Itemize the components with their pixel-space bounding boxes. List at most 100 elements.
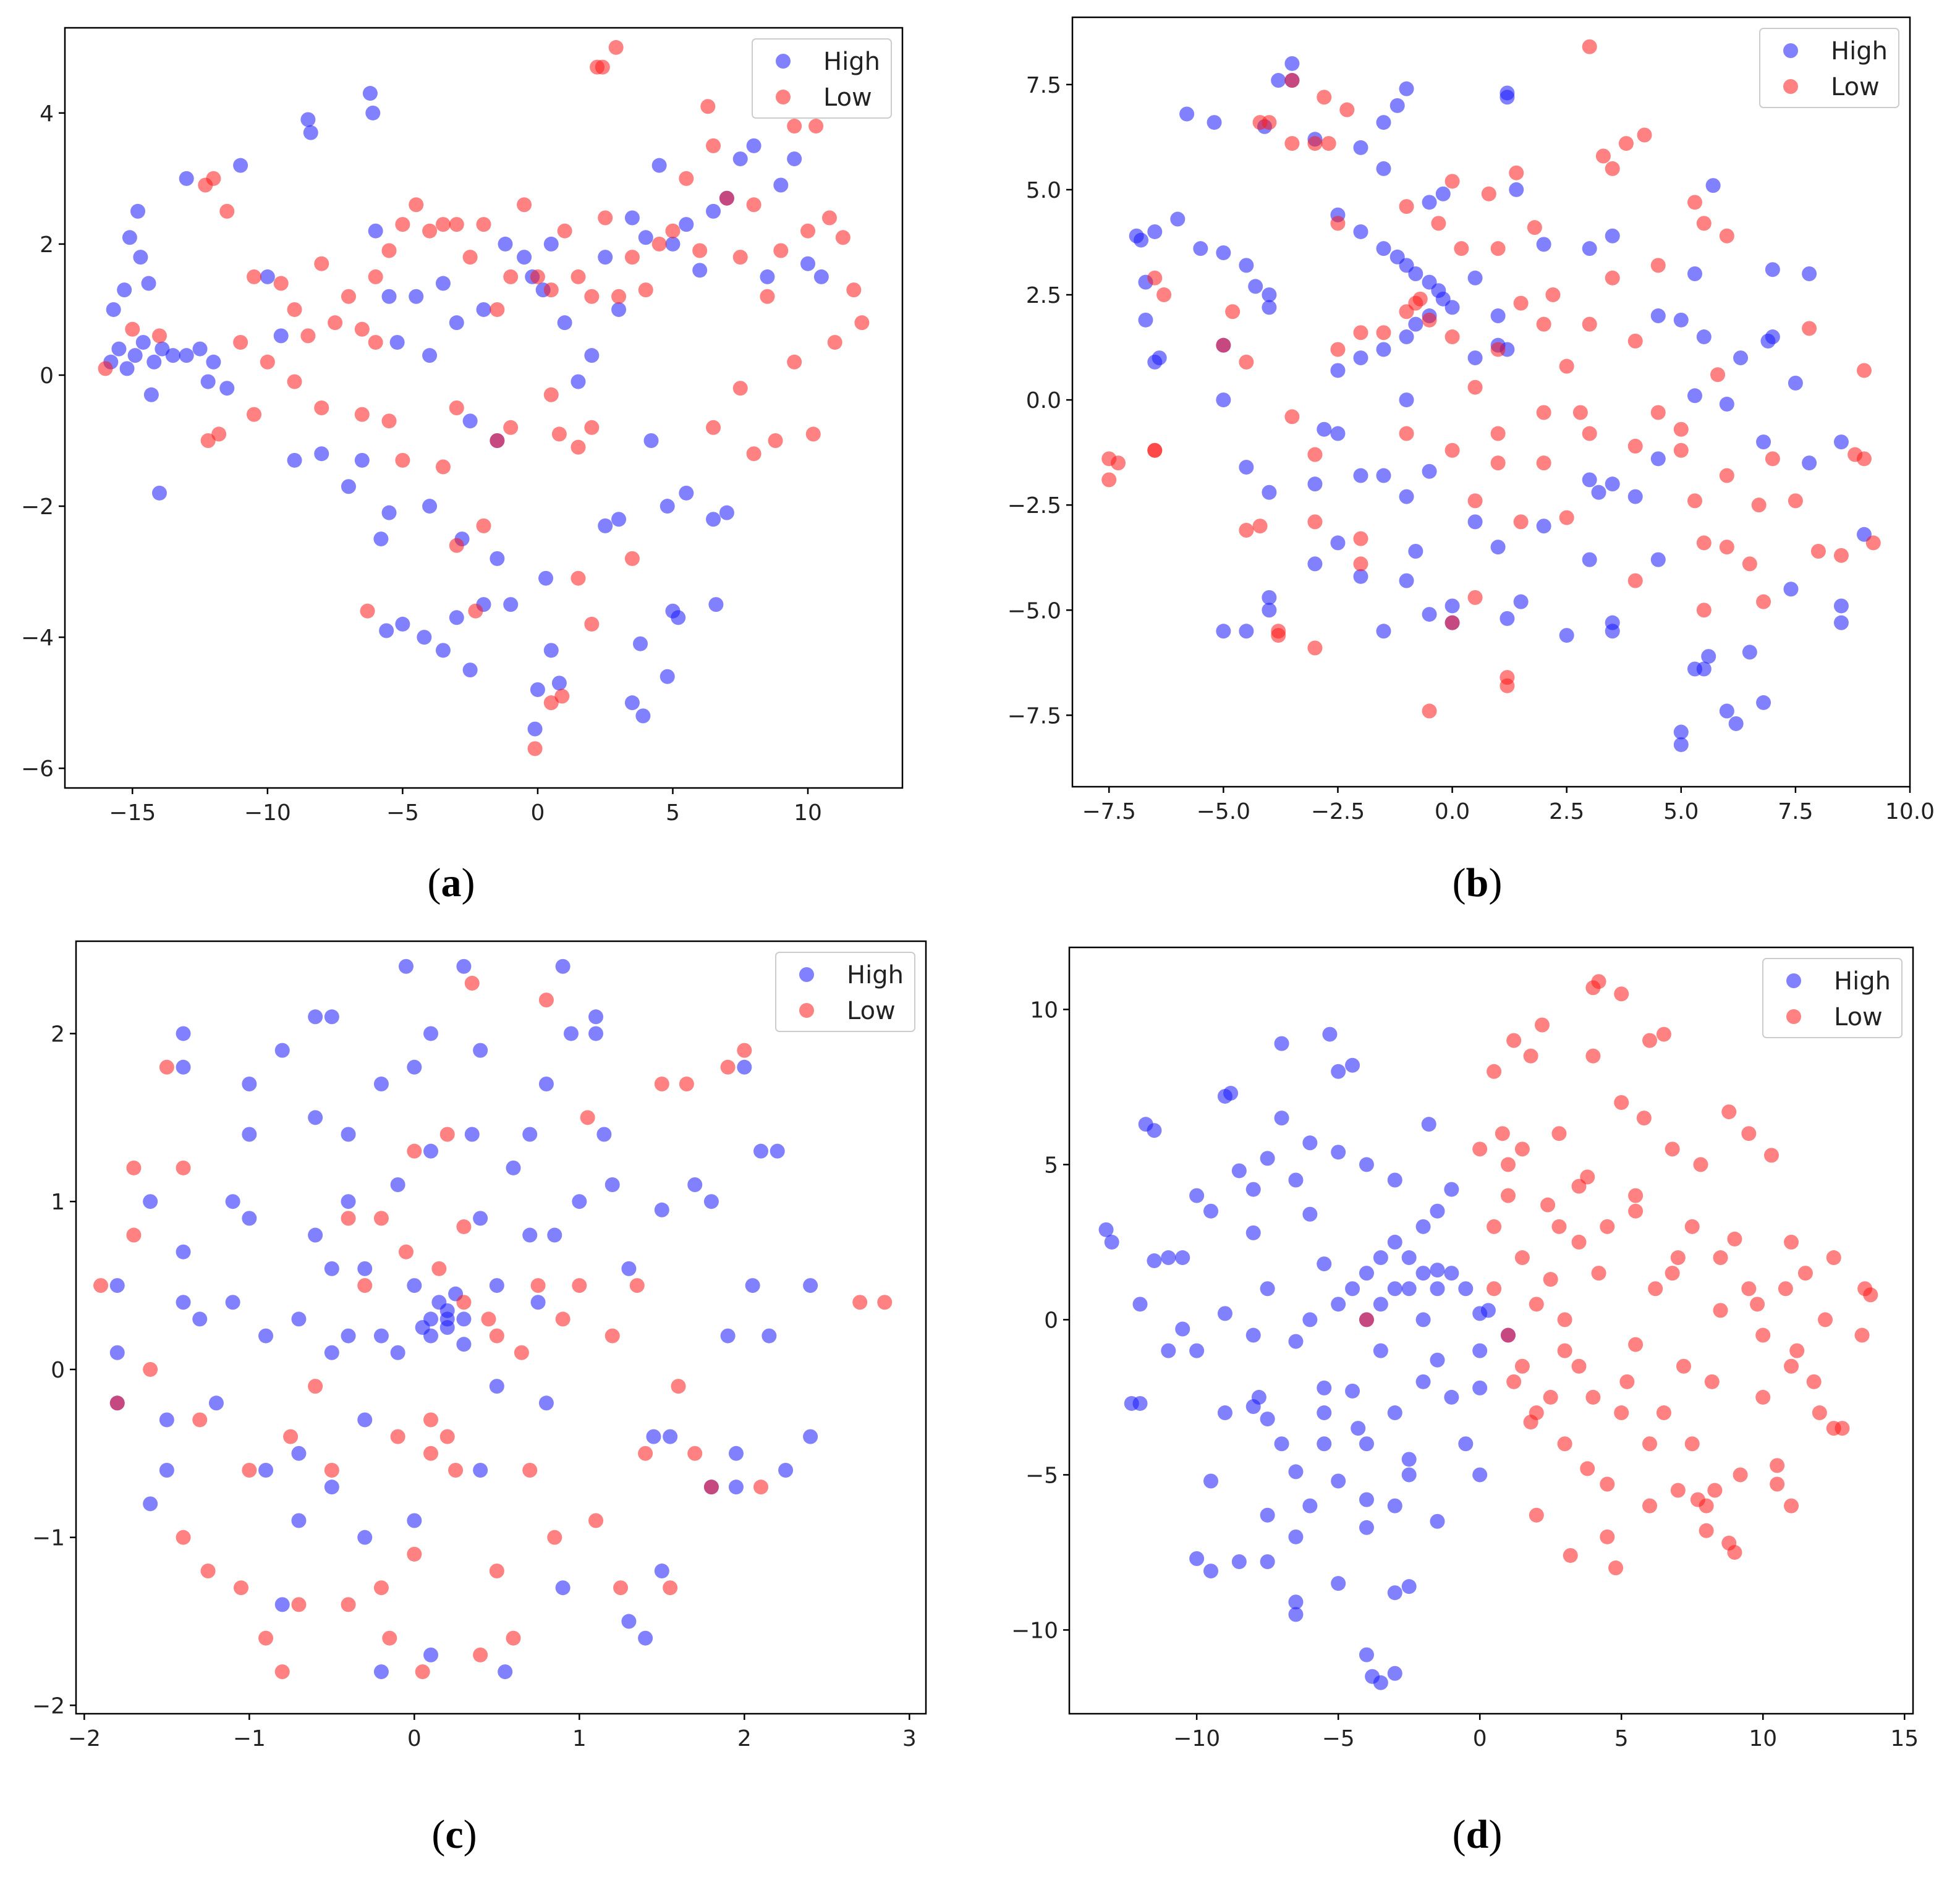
data-point-low <box>1399 199 1414 214</box>
data-point-low <box>608 40 624 55</box>
data-point-low <box>1376 325 1391 341</box>
data-point-high <box>703 1194 719 1209</box>
data-point-high <box>415 1320 430 1335</box>
data-point-low <box>395 217 410 232</box>
data-point-high <box>456 1311 472 1327</box>
data-point-high <box>379 623 394 638</box>
data-point-high <box>1387 1281 1402 1297</box>
data-point-high <box>671 610 686 625</box>
data-point-low <box>260 354 275 370</box>
data-point-high <box>1239 624 1254 639</box>
data-point-high <box>598 250 613 265</box>
data-point-high <box>1728 716 1744 731</box>
data-point-low <box>1399 426 1414 441</box>
data-point-low <box>464 975 480 991</box>
data-point-high <box>354 452 370 468</box>
data-point-low <box>1271 628 1286 643</box>
data-point-high <box>1345 1383 1360 1399</box>
panel-caption: (a) <box>428 860 475 905</box>
data-point-high <box>1401 1452 1417 1467</box>
data-point-high <box>1288 1607 1304 1622</box>
data-point-low <box>1770 1458 1785 1473</box>
data-point-high <box>1399 329 1414 345</box>
data-point-high <box>1260 1554 1275 1570</box>
data-point-high <box>1687 266 1702 281</box>
data-point-low <box>1147 270 1163 286</box>
data-point-high <box>663 1429 678 1444</box>
data-point-high <box>1216 245 1231 260</box>
data-point-low <box>407 1143 422 1159</box>
data-point-high <box>1401 1281 1417 1297</box>
data-point-high <box>770 1143 785 1159</box>
y-tick-label: −2 <box>21 494 54 520</box>
data-point-high <box>1422 195 1437 210</box>
data-point-high <box>1262 485 1277 500</box>
data-point-low <box>1721 1104 1737 1120</box>
data-point-low <box>1690 1492 1705 1507</box>
data-point-low <box>1693 1157 1708 1172</box>
data-point-high <box>324 1345 339 1360</box>
data-point-high <box>1399 81 1414 96</box>
data-point-high <box>1317 1256 1332 1272</box>
data-point-low <box>219 203 235 219</box>
data-point-low <box>555 1311 571 1327</box>
data-point-low <box>654 1076 669 1091</box>
data-point-high <box>1376 115 1391 130</box>
data-point-high <box>179 171 194 186</box>
data-point-low <box>1490 342 1506 357</box>
data-point-high <box>557 315 572 331</box>
chart-panel-d: −10 −5 0 5 10 15 −10 −5 0 5 10 High Low (d) <box>1011 946 1919 1857</box>
data-point-high <box>274 1043 290 1058</box>
legend-marker-low <box>1786 1009 1801 1024</box>
data-point-low <box>1307 640 1323 656</box>
data-point-high <box>1472 1380 1488 1395</box>
data-point-low <box>1284 136 1300 151</box>
data-point-high <box>1104 1234 1119 1250</box>
data-point-high <box>225 1295 240 1310</box>
data-point-low <box>476 217 491 232</box>
data-point-low <box>211 426 227 442</box>
data-point-low <box>554 688 570 704</box>
data-point-low <box>1755 1389 1771 1405</box>
y-tick-label: 0 <box>40 363 54 389</box>
data-point-high <box>1322 1027 1338 1042</box>
x-tick-label: 2.5 <box>1549 799 1584 824</box>
data-point-high <box>1401 1467 1417 1483</box>
data-point-high <box>1467 270 1483 286</box>
data-point-high <box>654 1564 669 1579</box>
data-point-low <box>1670 1250 1686 1266</box>
data-point-high <box>417 630 432 645</box>
data-point-low <box>1608 1560 1624 1576</box>
data-point-high <box>1458 1281 1474 1297</box>
data-point-high <box>1353 468 1368 483</box>
data-point-high <box>654 1202 669 1217</box>
data-point-high <box>1262 300 1277 315</box>
x-tick-label: −10 <box>244 800 291 826</box>
x-tick-label: −10 <box>1173 1726 1220 1751</box>
data-point-high <box>1696 329 1712 345</box>
data-point-high <box>800 256 816 271</box>
data-point-high <box>1189 1188 1205 1203</box>
data-point-low <box>1707 1483 1723 1498</box>
data-point-low <box>1854 1327 1870 1343</box>
legend-label-low: Low <box>847 997 896 1025</box>
data-point-low <box>624 551 640 566</box>
data-point-low <box>787 354 802 370</box>
data-point-high <box>435 276 451 291</box>
data-point-high <box>611 302 627 317</box>
data-point-low <box>381 243 397 258</box>
data-point-low <box>1763 1148 1779 1163</box>
data-point-low <box>143 1361 158 1377</box>
x-tick-label: −5 <box>1322 1726 1355 1751</box>
data-point-low <box>1818 1312 1833 1327</box>
data-point-high <box>1216 624 1231 639</box>
data-point-low <box>1252 115 1268 130</box>
data-point-low <box>1600 1219 1615 1234</box>
data-point-low <box>324 1462 339 1478</box>
data-point-low <box>737 1043 752 1058</box>
data-point-high <box>498 1664 513 1680</box>
data-point-high <box>588 1026 604 1041</box>
data-point-high <box>303 125 318 140</box>
data-point-low <box>1585 1048 1601 1064</box>
data-point-low <box>557 223 572 239</box>
